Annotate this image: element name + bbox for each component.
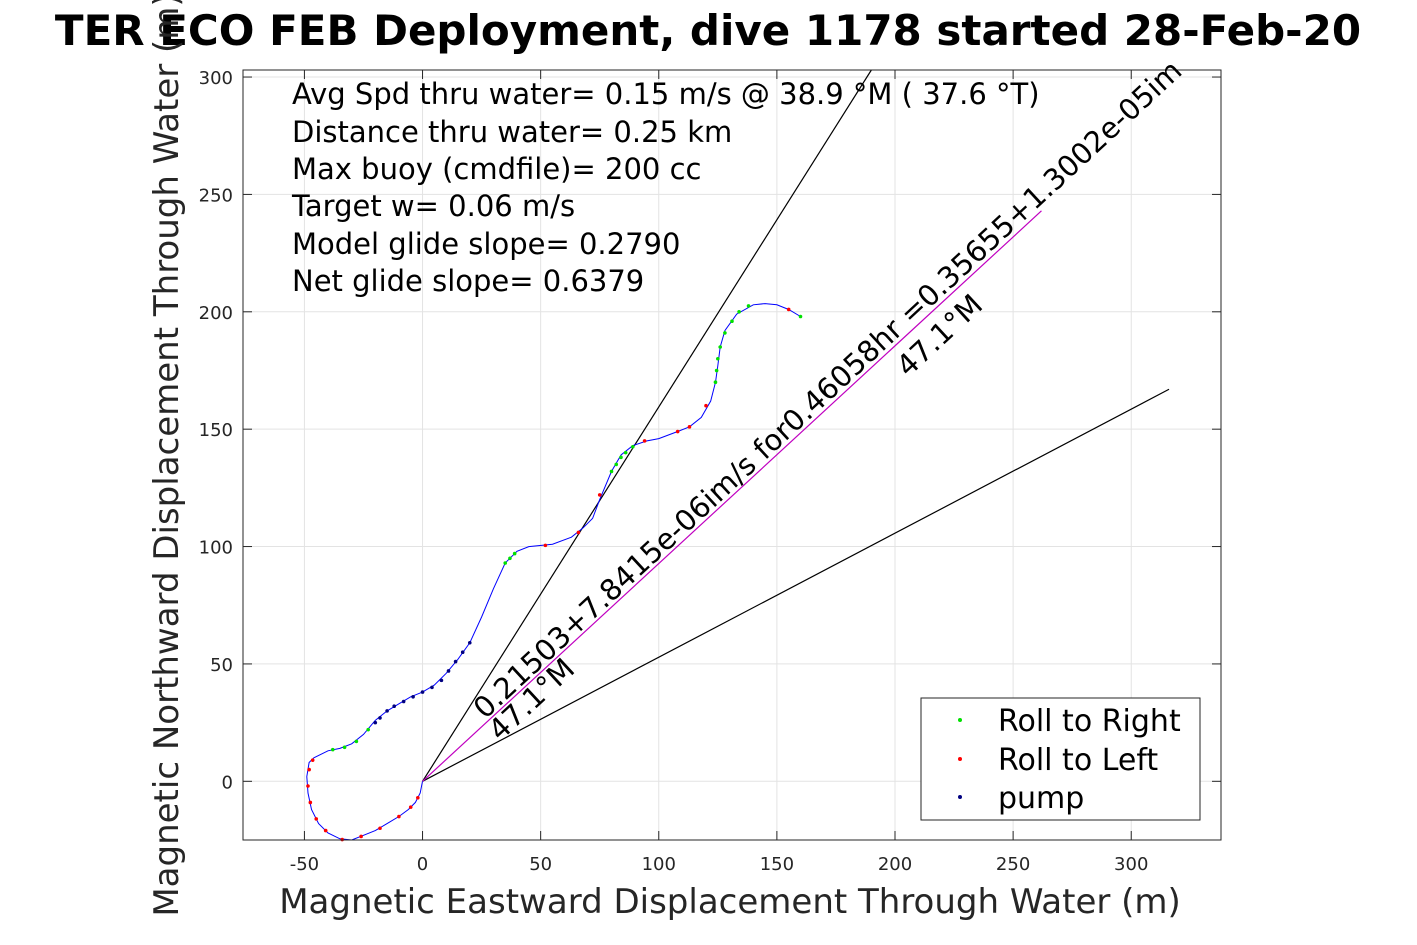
legend: Roll to Right Roll to Left pump bbox=[920, 697, 1201, 821]
x-tick-label: 50 bbox=[529, 854, 552, 875]
dive-track-line bbox=[306, 303, 801, 841]
x-tick-label: 250 bbox=[996, 854, 1030, 875]
roll-right-point bbox=[730, 319, 734, 323]
roll-right-point bbox=[614, 462, 619, 467]
pump-point bbox=[392, 704, 396, 708]
x-tick-label: 300 bbox=[1114, 854, 1148, 875]
roll-right-point bbox=[723, 331, 727, 335]
pump-point bbox=[401, 699, 406, 704]
legend-marker-roll-right bbox=[958, 718, 962, 722]
annotation-avg-speed: Avg Spd thru water= 0.15 m/s @ 38.9 °M (… bbox=[292, 77, 1040, 111]
annotation-net-glide: Net glide slope= 0.6379 bbox=[292, 264, 644, 298]
roll-right-point bbox=[342, 745, 347, 750]
tick-labels: -50 0 50 100 150 200 250 300 0 50 100 150 200 250 300 bbox=[199, 68, 1221, 875]
roll-left-point bbox=[307, 767, 311, 772]
y-tick-label: 100 bbox=[199, 538, 233, 559]
roll-right-point bbox=[718, 345, 722, 349]
roll-right-point bbox=[354, 739, 359, 744]
annotation-block: Avg Spd thru water= 0.15 m/s @ 38.9 °M (… bbox=[291, 77, 1040, 298]
roll-left-point bbox=[704, 403, 708, 408]
pump-point bbox=[385, 709, 389, 713]
roll-left-point bbox=[378, 826, 382, 831]
roll-left-point bbox=[408, 805, 413, 809]
x-axis-label: Magnetic Eastward Displacement Through W… bbox=[279, 882, 1181, 922]
pump-point bbox=[430, 685, 434, 690]
y-tick-label: 0 bbox=[222, 772, 233, 793]
reference-line bbox=[422, 388, 1170, 782]
roll-left-point bbox=[310, 758, 315, 762]
roll-right-point bbox=[798, 314, 803, 319]
annotation-distance: Distance thru water= 0.25 km bbox=[292, 115, 732, 149]
roll-left-point bbox=[576, 530, 581, 535]
roll-right-point bbox=[512, 551, 517, 556]
legend-label-roll-left: Roll to Left bbox=[998, 743, 1158, 778]
roll-left-point bbox=[306, 784, 310, 788]
roll-left-point bbox=[323, 828, 328, 833]
roll-left-point bbox=[308, 800, 313, 805]
reference-line bbox=[422, 69, 872, 782]
roll-left-point bbox=[543, 543, 548, 548]
roll-right-point bbox=[366, 727, 371, 732]
roll-left-point bbox=[675, 429, 680, 434]
x-tick-label: 0 bbox=[417, 854, 428, 875]
x-tick-label: -50 bbox=[290, 854, 319, 875]
y-tick-label: 50 bbox=[210, 655, 233, 676]
axes-box bbox=[242, 69, 1222, 841]
reference-line bbox=[422, 210, 1042, 782]
roll-right-point bbox=[503, 561, 508, 565]
roll-left-point bbox=[642, 439, 647, 443]
roll-right-point bbox=[330, 747, 335, 752]
roll-left-point bbox=[786, 307, 791, 312]
legend-marker-roll-left bbox=[958, 757, 962, 761]
roll-left-point bbox=[416, 795, 420, 800]
roll-right-point bbox=[716, 356, 720, 361]
roll-right-point bbox=[714, 368, 719, 373]
pump-point bbox=[453, 659, 458, 664]
roll-right-point bbox=[619, 455, 623, 460]
roll-left-point bbox=[314, 817, 319, 821]
pump-point bbox=[446, 669, 451, 673]
y-tick-label: 250 bbox=[199, 185, 233, 206]
pump-point bbox=[439, 678, 444, 683]
legend-label-roll-right: Roll to Right bbox=[998, 704, 1181, 739]
roll-right-point bbox=[508, 556, 512, 561]
annotation-max-buoy: Max buoy (cmdfile)= 200 cc bbox=[292, 152, 701, 186]
roll-right-point bbox=[630, 444, 635, 449]
legend-label-pump: pump bbox=[998, 781, 1084, 816]
pump-point bbox=[467, 641, 472, 645]
roll-right-point bbox=[623, 450, 628, 455]
pump-point bbox=[373, 720, 378, 725]
legend-marker-pump bbox=[958, 795, 962, 799]
x-tick-label: 200 bbox=[878, 854, 912, 875]
annotation-target-w: Target w= 0.06 m/s bbox=[291, 189, 575, 223]
roll-left-point bbox=[687, 425, 692, 429]
pump-point bbox=[378, 716, 382, 720]
roll-right-point bbox=[746, 304, 751, 308]
roll-left-point bbox=[359, 834, 363, 839]
y-tick-label: 150 bbox=[199, 420, 233, 441]
annotation-model-glide: Model glide slope= 0.2790 bbox=[292, 227, 680, 261]
pump-point bbox=[460, 650, 465, 654]
y-axis-label: Magnetic Northward Displacement Through … bbox=[147, 0, 187, 917]
plot-data bbox=[306, 69, 1170, 842]
roll-right-point bbox=[737, 309, 741, 314]
chart-title: TER ECO FEB Deployment, dive 1178 starte… bbox=[55, 6, 1361, 55]
pump-point bbox=[411, 694, 415, 699]
legend-box bbox=[920, 697, 1201, 821]
y-tick-label: 200 bbox=[199, 303, 233, 324]
y-tick-label: 300 bbox=[199, 68, 233, 89]
x-tick-label: 100 bbox=[642, 854, 676, 875]
pump-point bbox=[420, 690, 425, 694]
roll-right-point bbox=[609, 469, 614, 474]
x-tick-label: 150 bbox=[760, 854, 794, 875]
roll-right-point bbox=[713, 380, 718, 385]
roll-left-point bbox=[397, 814, 401, 819]
roll-left-point bbox=[597, 493, 602, 497]
